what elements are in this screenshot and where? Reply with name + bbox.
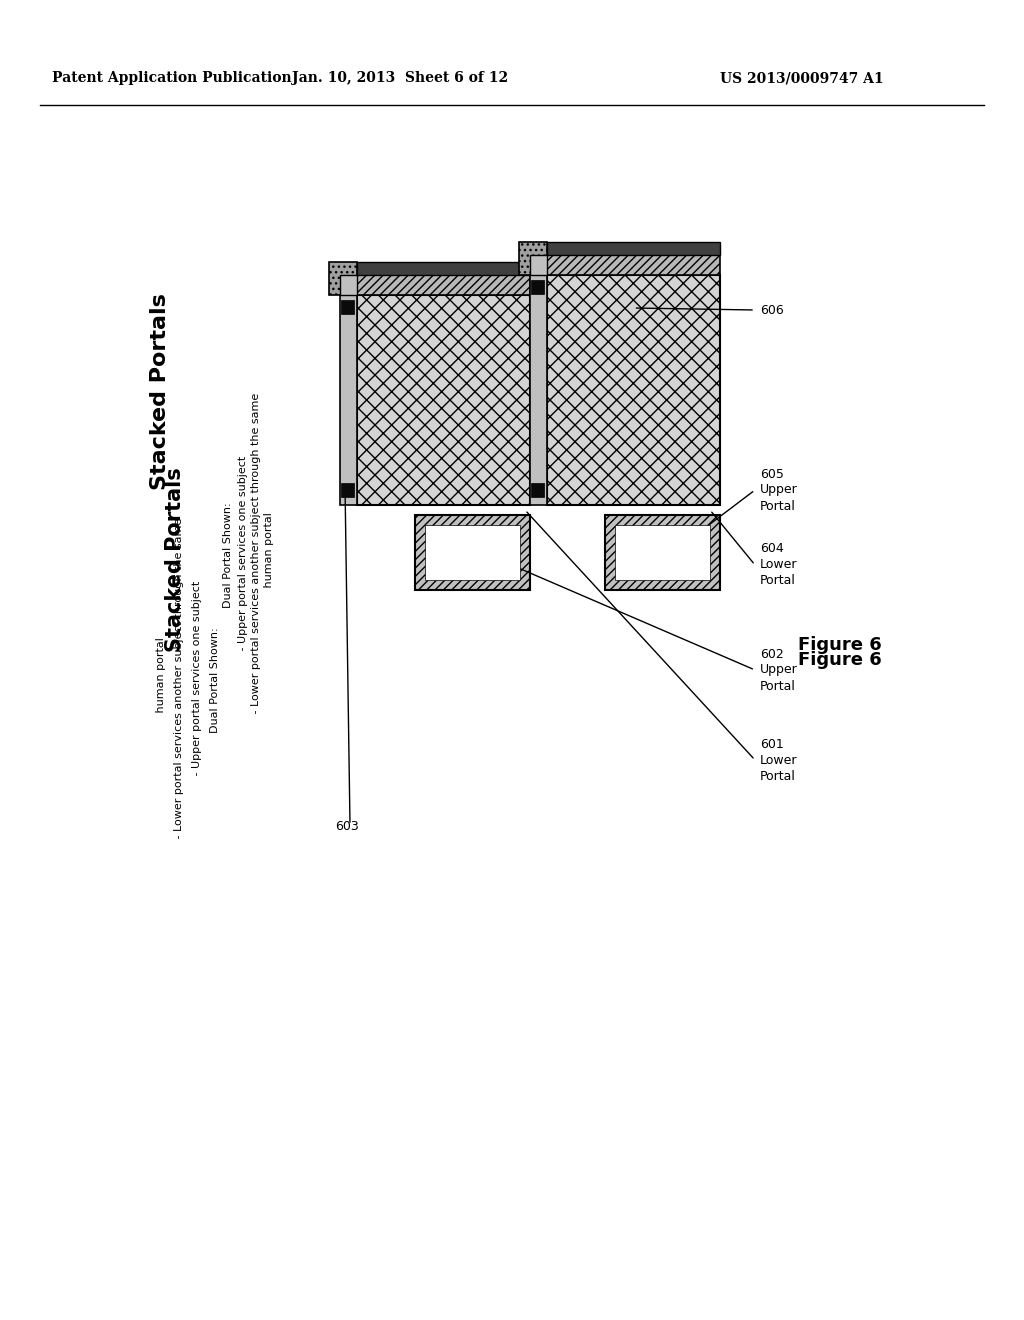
Bar <box>547 255 720 275</box>
Text: Dual Portal Shown:: Dual Portal Shown: <box>223 502 233 607</box>
Bar <box>615 525 710 579</box>
Text: 604
Lower
Portal: 604 Lower Portal <box>760 543 798 587</box>
Text: - Lower portal services another subject through the same: - Lower portal services another subject … <box>251 393 261 717</box>
Text: Patent Application Publication: Patent Application Publication <box>52 71 292 84</box>
Bar <box>415 515 530 590</box>
Text: Stacked Portals: Stacked Portals <box>150 293 170 490</box>
Text: Figure 6: Figure 6 <box>798 636 882 653</box>
Text: - Upper portal services one subject: - Upper portal services one subject <box>238 455 248 655</box>
Bar <box>357 294 530 506</box>
Text: 601
Lower
Portal: 601 Lower Portal <box>760 738 798 783</box>
Text: Stacked Portals: Stacked Portals <box>165 467 185 652</box>
Bar <box>340 294 357 506</box>
Text: human portal: human portal <box>156 638 166 723</box>
Bar <box>531 483 544 498</box>
Text: 602
Upper
Portal: 602 Upper Portal <box>760 648 798 693</box>
Text: - Upper portal services one subject: - Upper portal services one subject <box>193 581 202 779</box>
Bar <box>519 242 547 275</box>
Text: 606: 606 <box>760 304 783 317</box>
Bar <box>341 483 354 498</box>
Bar <box>547 242 720 255</box>
Text: 603: 603 <box>335 820 358 833</box>
Text: Dual Portal Shown:: Dual Portal Shown: <box>210 627 220 733</box>
Bar <box>357 275 530 294</box>
Text: Figure 6: Figure 6 <box>798 651 882 669</box>
Bar <box>425 525 520 579</box>
Text: human portal: human portal <box>264 512 274 598</box>
Bar <box>357 261 530 275</box>
Bar <box>530 255 547 275</box>
Bar <box>547 275 720 506</box>
Bar <box>605 515 720 590</box>
Bar <box>329 261 357 294</box>
Bar <box>530 275 547 506</box>
Bar <box>531 280 544 294</box>
Text: Jan. 10, 2013  Sheet 6 of 12: Jan. 10, 2013 Sheet 6 of 12 <box>292 71 508 84</box>
Text: 605
Upper
Portal: 605 Upper Portal <box>760 467 798 512</box>
Bar <box>615 525 710 579</box>
Text: - Lower portal services another subject through the same: - Lower portal services another subject … <box>174 517 184 842</box>
Bar <box>341 300 354 314</box>
Text: US 2013/0009747 A1: US 2013/0009747 A1 <box>720 71 884 84</box>
Bar <box>340 275 357 294</box>
Bar <box>425 525 520 579</box>
